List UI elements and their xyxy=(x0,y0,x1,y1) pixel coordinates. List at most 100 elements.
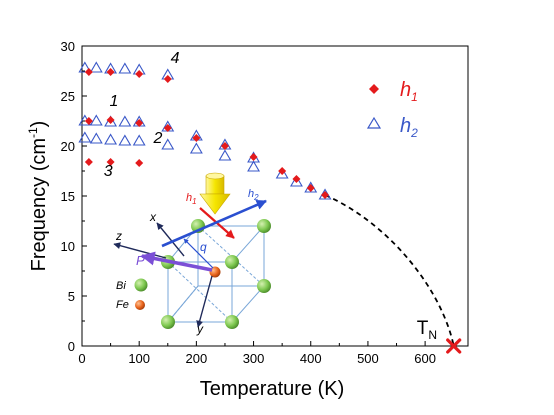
h1-data-point xyxy=(106,158,115,166)
fe-legend-label: Fe xyxy=(116,299,129,311)
h2-data-point xyxy=(89,61,103,73)
inset-h1-label: h1 xyxy=(186,192,197,206)
h2-data-point xyxy=(89,132,103,144)
bi-atom xyxy=(225,255,239,269)
y-axis-ticks: 0 5 10 15 20 25 30 xyxy=(61,39,87,354)
bi-atom xyxy=(161,315,175,329)
legend-h1-sub: 1 xyxy=(411,90,418,104)
h2-data-point xyxy=(275,167,289,179)
x-tick-label: 100 xyxy=(128,351,150,366)
y-axis-label-superscript: -1 xyxy=(26,127,40,138)
x-tick-label: 500 xyxy=(357,351,379,366)
h2-data-point xyxy=(118,115,132,127)
legend-h2-sub: 2 xyxy=(410,126,418,140)
legend-h1-marker xyxy=(369,84,379,94)
bi-atom xyxy=(257,219,271,233)
y-tick-label: 0 xyxy=(68,339,75,354)
y-axis-label-end: ) xyxy=(28,121,50,128)
neel-point-marker xyxy=(446,338,462,354)
neel-label-sub: N xyxy=(428,328,437,342)
z-axis-arrow xyxy=(113,242,167,259)
neel-temperature-label: TN xyxy=(417,318,437,342)
fe-legend-atom xyxy=(135,300,145,310)
h1-data-point xyxy=(106,116,115,124)
h1-data-point xyxy=(84,117,93,125)
fe-atom xyxy=(209,266,221,278)
inset-h2-sub: 2 xyxy=(253,193,259,202)
y-axis-label: Frequency (cm-1) xyxy=(26,121,50,272)
h1-data-point xyxy=(249,153,258,161)
y-tick-label: 20 xyxy=(61,139,75,154)
h2-data-point xyxy=(89,114,103,126)
p-polarization-arrow xyxy=(140,251,213,272)
inset-q-label: q xyxy=(200,240,207,254)
h2-data-point xyxy=(78,61,92,73)
h1-data-point xyxy=(135,159,144,167)
h1-data-point xyxy=(321,191,330,199)
y-axis-arrow xyxy=(196,275,213,328)
h2-data-point xyxy=(104,133,118,145)
inset-p-label: P xyxy=(136,253,145,268)
annotation-layer: 4 1 2 3 TN xyxy=(104,50,462,354)
inset-y-label: y xyxy=(196,322,204,336)
h2-data-point xyxy=(118,62,132,74)
y-tick-label: 15 xyxy=(61,189,75,204)
fit-curve-dashed xyxy=(324,194,455,347)
bi-atom xyxy=(257,279,271,293)
legend-h2-label: h2 xyxy=(400,115,418,140)
x-tick-label: 200 xyxy=(186,351,208,366)
legend-h2-main: h xyxy=(400,115,411,137)
q-vector-arrow xyxy=(183,238,214,269)
h2-data-point xyxy=(78,131,92,143)
h2-data-point xyxy=(289,175,303,187)
h2-data-point xyxy=(118,134,132,146)
inset-h2-main: h xyxy=(248,188,254,200)
x-tick-label: 400 xyxy=(300,351,322,366)
h1-data-point xyxy=(220,142,229,150)
neel-label-main: T xyxy=(417,318,429,339)
inset-h1-sub: 1 xyxy=(192,197,196,206)
h1-data-point xyxy=(163,75,172,83)
x-axis-arrow xyxy=(156,222,185,257)
h1-data-point xyxy=(292,175,301,183)
h1-data-point xyxy=(192,134,201,142)
legend-h1-label: h1 xyxy=(400,79,418,104)
x-tick-label: 600 xyxy=(414,351,436,366)
h2-data-point xyxy=(218,149,232,161)
fit-curve-layer xyxy=(324,194,455,347)
h1-data-point xyxy=(84,68,93,76)
h2-data-point xyxy=(189,142,203,154)
y-axis-label-main: Frequency (cm xyxy=(28,138,50,271)
legend-h1-main: h xyxy=(400,79,411,101)
light-beam-arrow-icon xyxy=(199,172,231,215)
mode-number-label: 1 xyxy=(109,93,118,110)
legend-h2-marker xyxy=(366,116,382,129)
h2-field-arrow xyxy=(161,199,267,248)
x-axis-ticks: 0 100 200 300 400 500 600 xyxy=(78,341,436,366)
h1-data-point xyxy=(278,167,287,175)
data-series-layer xyxy=(78,61,332,200)
y-tick-label: 5 xyxy=(68,289,75,304)
chart-legend: h1 h2 xyxy=(366,79,418,140)
inset-crystal-diagram: x z y q P h1 h2 Bi Fe xyxy=(113,172,271,336)
bi-legend-label: Bi xyxy=(116,280,126,292)
inset-h1-main: h xyxy=(186,192,192,204)
h1-data-point xyxy=(106,68,115,76)
h1-data-point xyxy=(135,119,144,127)
y-tick-label: 25 xyxy=(61,89,75,104)
h1-data-point xyxy=(135,70,144,78)
h1-data-point xyxy=(306,184,315,192)
x-tick-label: 300 xyxy=(243,351,265,366)
x-tick-label: 0 xyxy=(78,351,85,366)
bi-legend-atom xyxy=(134,278,148,292)
bi-atoms xyxy=(161,219,271,329)
inset-x-label: x xyxy=(149,210,157,224)
inset-h2-label: h2 xyxy=(248,188,259,202)
bi-atom xyxy=(225,315,239,329)
mode-number-label: 3 xyxy=(104,163,113,180)
x-axis-label: Temperature (K) xyxy=(200,378,345,400)
h1-data-point xyxy=(84,158,93,166)
inset-z-label: z xyxy=(115,229,122,243)
h2-data-point xyxy=(132,134,146,146)
